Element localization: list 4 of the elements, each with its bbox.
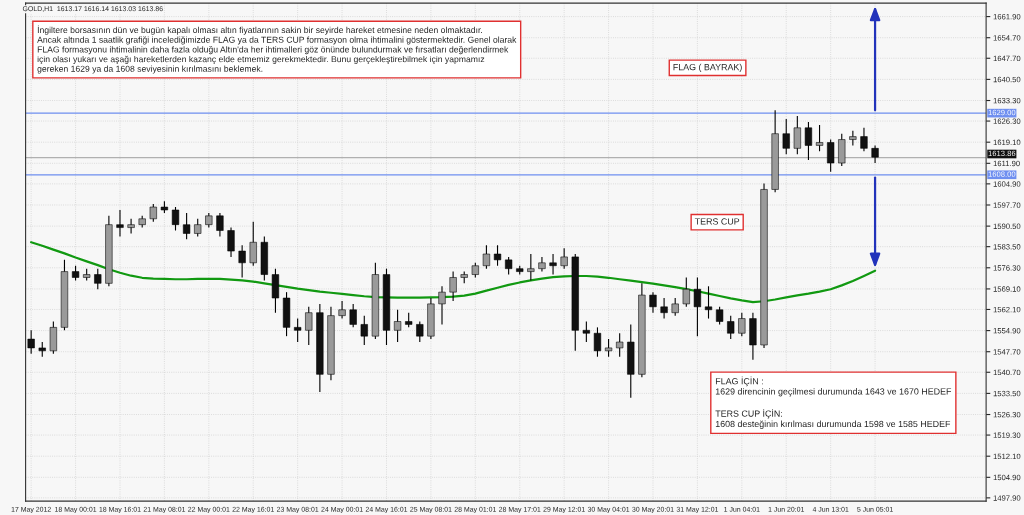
annotation: FLAG ( BAYRAK) [673,63,742,72]
annotation: TERS CUP [694,218,740,225]
text: FLAG İÇİN : 1629 direncinin geçilmesi durumunda 1643 ve 1670 HEDEF TERS CUP İÇİN: 1608 desteğinin kırılması durumunda 1598 ve 1585 HEDEF [715,376,952,429]
annotation: İngiltere borsasının dün ve bugün kapalı olması altın fiyatlarının sakin bir seyirde hareket etmesine neden olmaktadır. Ancak altında 1 saatlik grafiği incelediğimizde FLAG ya da TERS CUP formasyon olma ihtimalini göstermektedir. Genel olarak FLAG formasyonu ihtimalinin daha fazla olduğu Altın'da her ihtimalleri göz önünde bulundurmak ve fırsatları değerlendirmek için olası yukarı ve aşağı hareketlerden kazanç elde etmemiz gerekmektedir. Bunu gerçekleştirebilmek için yapmamız gereken 1629 ya da 1608 seviyesinin kırılmasını beklemek. [37,25,517,74]
